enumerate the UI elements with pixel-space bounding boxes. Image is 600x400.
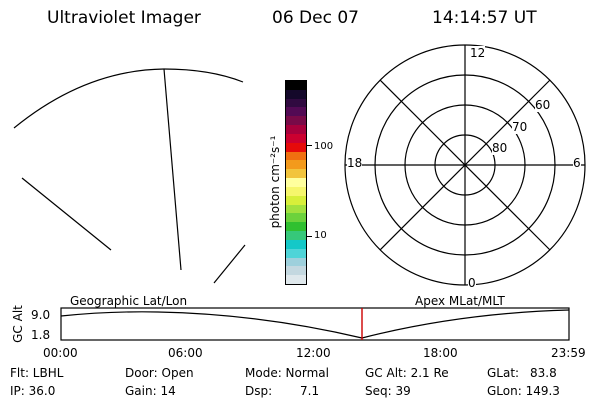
colorbar-segment	[286, 133, 306, 143]
colorbar	[285, 80, 307, 285]
lat-label-80: 80	[492, 141, 508, 155]
colorbar-segment	[286, 98, 306, 108]
colorbar-segment	[286, 89, 306, 99]
door-info: Door: Open	[125, 366, 194, 380]
observation-date: 06 Dec 07	[272, 8, 359, 28]
mode-info: Mode: Normal	[245, 366, 329, 380]
polar-diagonal	[379, 79, 551, 251]
time-tick-1800: 18:00	[423, 346, 458, 360]
mlt-label-18: 18	[347, 156, 363, 170]
mlt-label-12: 12	[470, 46, 486, 60]
dsp-label: Dsp:	[245, 384, 273, 398]
colorbar-segment	[286, 248, 306, 258]
time-tick-0600: 06:00	[168, 346, 203, 360]
ip-info: IP: 36.0	[10, 384, 56, 398]
colorbar-tick-mark	[307, 236, 312, 237]
colorbar-segment	[286, 275, 306, 284]
gc-alt-tick-max: 9.0	[31, 308, 51, 322]
colorbar-segment	[286, 257, 306, 267]
lat-label-70: 70	[512, 120, 528, 134]
instrument-title: Ultraviolet Imager	[47, 8, 201, 28]
gc-alt-info: GC Alt: 2.1 Re	[365, 366, 449, 380]
colorbar-segment	[286, 186, 306, 196]
colorbar-tick-10: 10	[314, 230, 327, 241]
gain-info: Gain: 14	[125, 384, 176, 398]
colorbar-segment	[286, 125, 306, 134]
dsp-value: 7.1	[300, 384, 320, 398]
colorbar-segment	[286, 195, 306, 205]
mlt-label-0: 0	[468, 276, 476, 290]
glon-info: GLon: 149.3	[487, 384, 560, 398]
filter-info: Flt: LBHL	[10, 366, 64, 380]
colorbar-segment	[286, 142, 306, 152]
colorbar-segment	[286, 107, 306, 117]
time-tick-2359: 23:59	[551, 346, 586, 360]
altitude-plot-frame	[60, 307, 570, 341]
colorbar-segment	[286, 169, 306, 179]
colorbar-segment	[286, 80, 306, 90]
horizon-line-left	[21, 177, 112, 251]
mlt-label-6: 6	[573, 156, 581, 170]
geographic-arc	[13, 68, 244, 129]
time-tick-1200: 12:00	[296, 346, 331, 360]
colorbar-segment	[286, 160, 306, 170]
observation-time: 14:14:57 UT	[432, 8, 537, 28]
colorbar-segment	[286, 239, 306, 249]
gc-alt-tick-min: 1.8	[31, 328, 51, 342]
glat-value: 83.8	[530, 366, 557, 380]
colorbar-segment	[286, 178, 306, 187]
lat-label-60: 60	[535, 98, 551, 112]
colorbar-tick-mark	[307, 145, 312, 146]
seq-info: Seq: 39	[365, 384, 411, 398]
colorbar-segment	[286, 213, 306, 223]
horizon-line-right	[213, 244, 246, 284]
colorbar-tick-100: 100	[314, 141, 334, 152]
colorbar-segment	[286, 151, 306, 161]
colorbar-segment	[286, 266, 306, 276]
geographic-latlon-label: Geographic Lat/Lon	[70, 294, 188, 308]
colorbar-segment	[286, 222, 306, 232]
glat-label: GLat:	[487, 366, 520, 380]
time-tick-0000: 00:00	[43, 346, 78, 360]
colorbar-segment	[286, 116, 306, 126]
colorbar-segment	[286, 204, 306, 214]
colorbar-segment	[286, 231, 306, 240]
meridian-line	[163, 68, 182, 271]
altitude-curve	[60, 309, 570, 339]
apex-mlat-mlt-label: Apex MLat/MLT	[415, 294, 505, 308]
